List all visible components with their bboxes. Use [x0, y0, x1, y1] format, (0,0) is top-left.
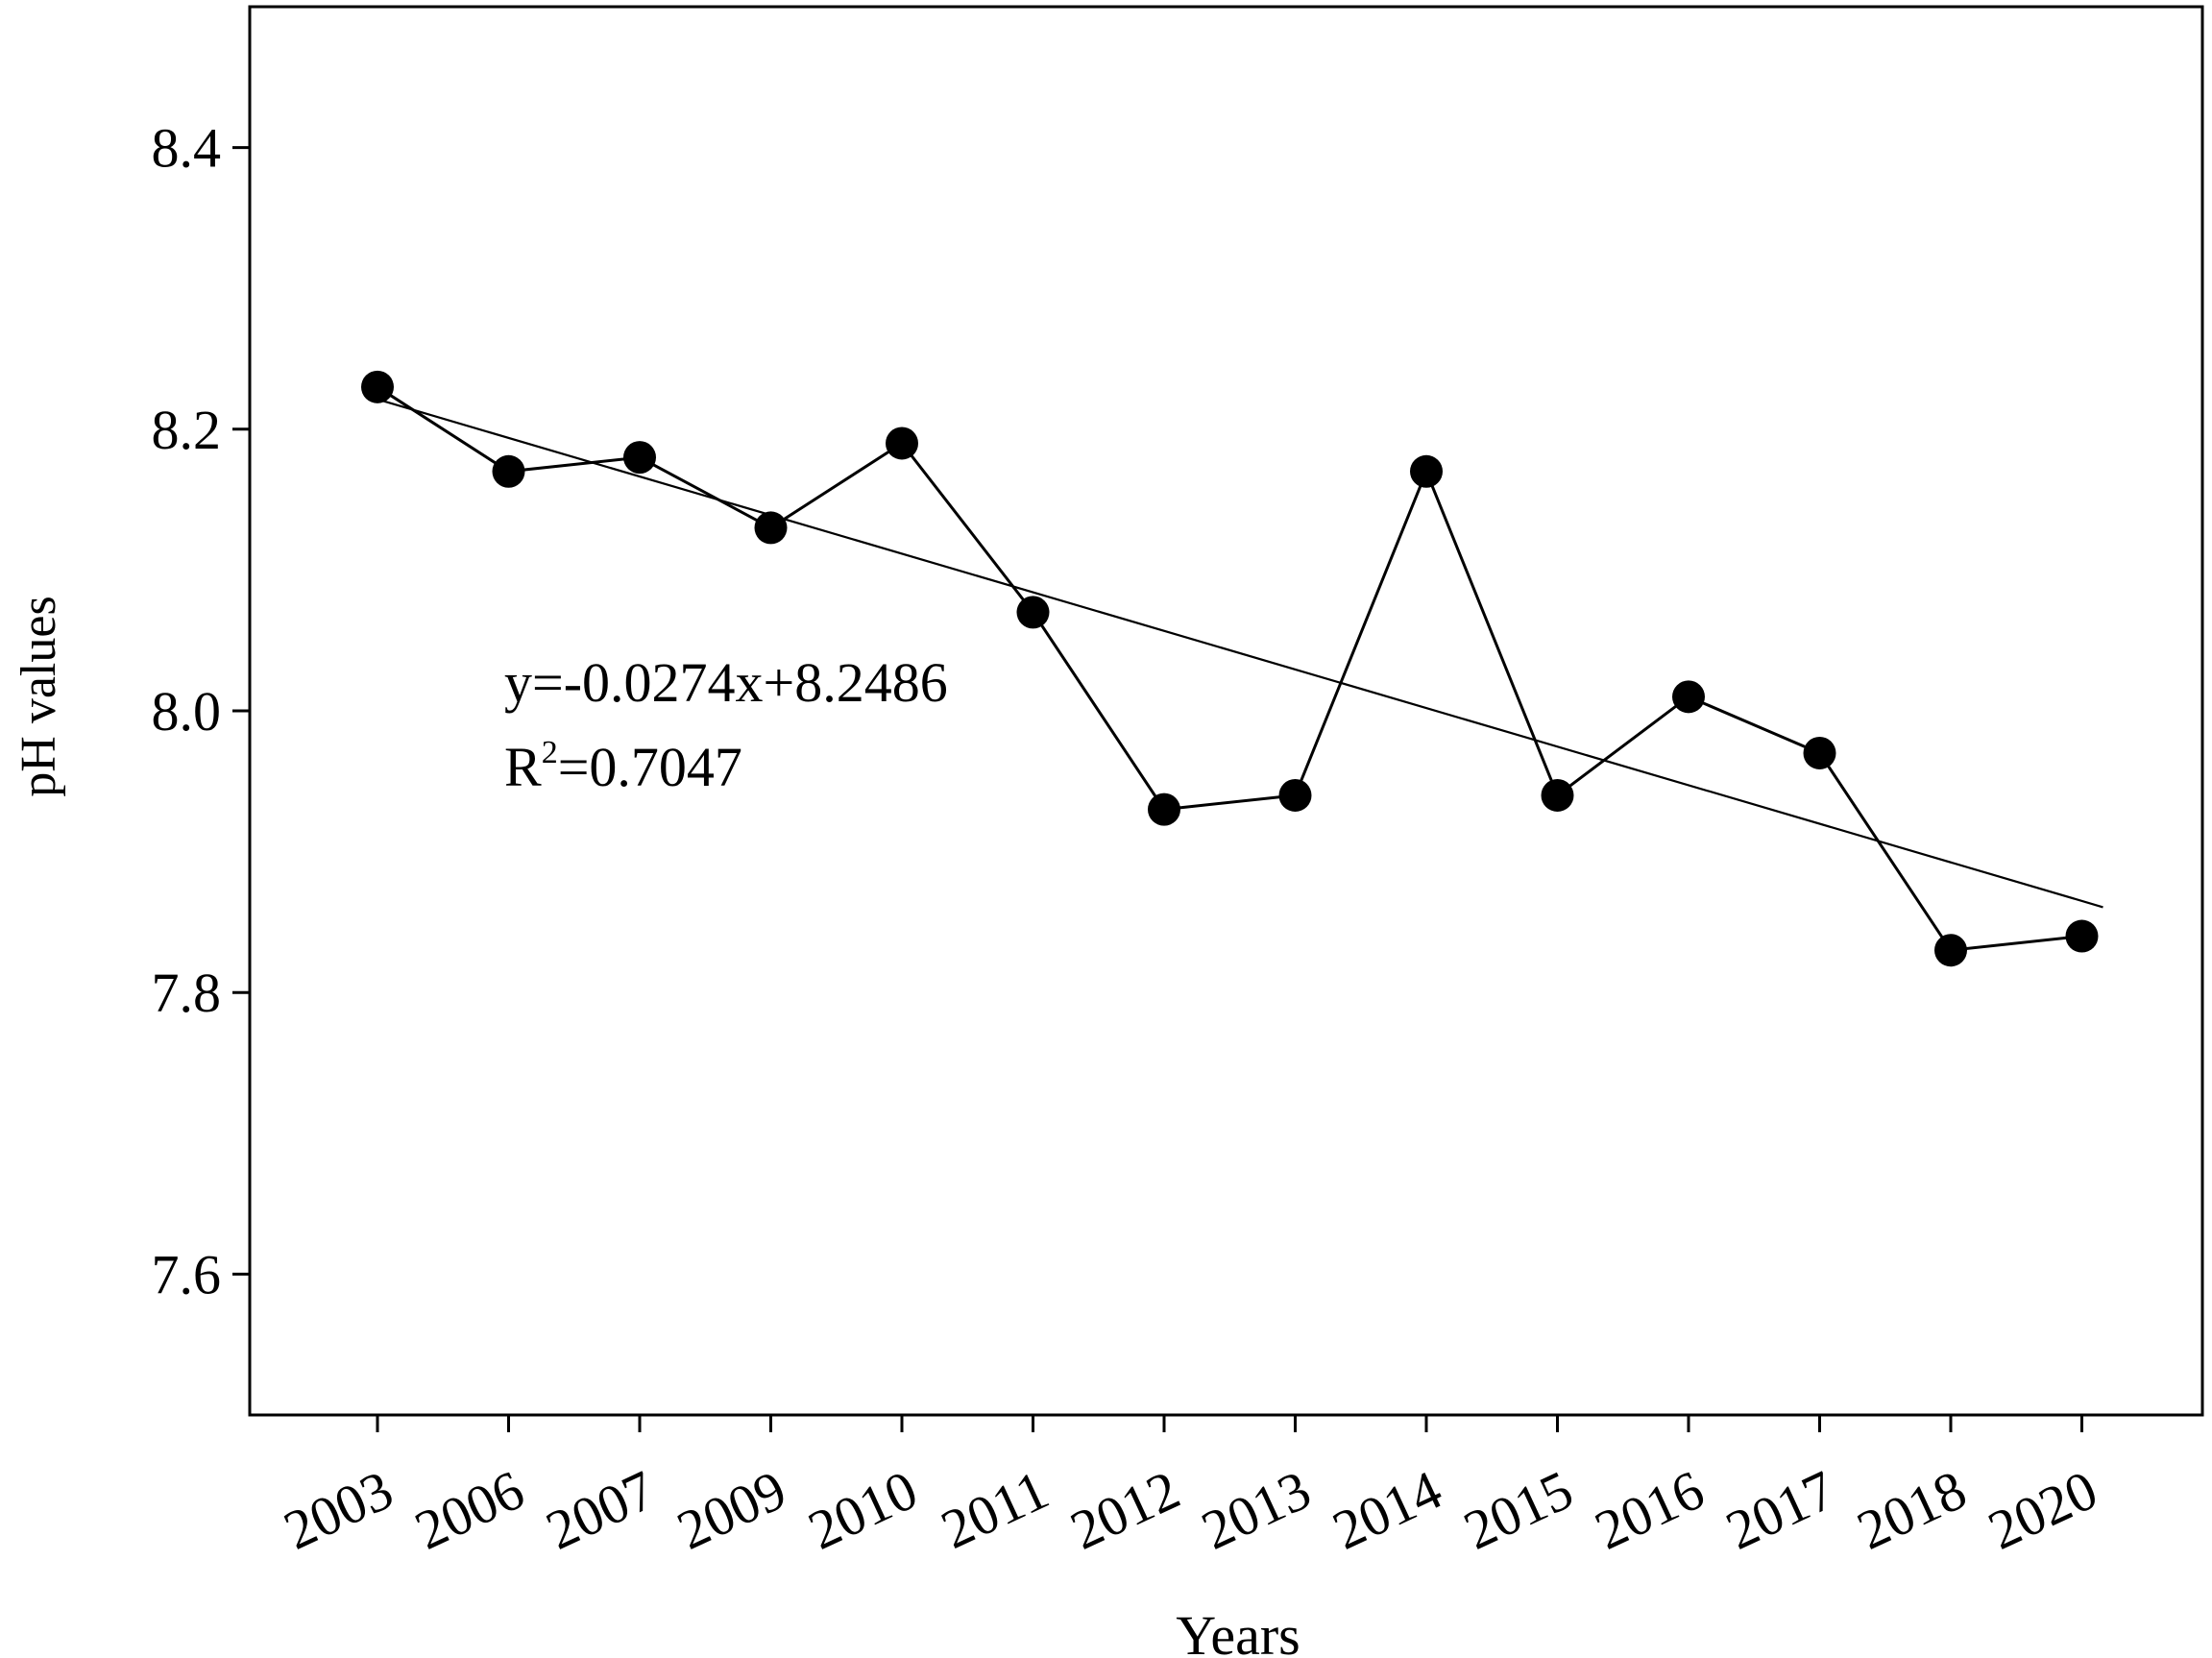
data-point-2018	[1934, 934, 1967, 967]
x-tick-label-4: 2010	[799, 1458, 927, 1562]
r-squared-superscript: 2	[542, 735, 558, 770]
series-line-layer	[377, 385, 2082, 952]
x-axis: 2003 2006 2007 2009 2010 2011 2012 2013 2014 2015…	[275, 1415, 2106, 1562]
data-point-2013	[1278, 778, 1312, 812]
data-point-2016	[1672, 680, 1705, 714]
data-point-2012	[1148, 792, 1180, 826]
x-tick-label-9: 2015	[1454, 1458, 1582, 1562]
x-tick-label-2: 2007	[537, 1458, 665, 1562]
x-tick-label-11: 2017	[1716, 1458, 1844, 1562]
data-point-2015	[1541, 778, 1574, 812]
x-tick-label-6: 2012	[1061, 1458, 1189, 1562]
series-line	[377, 385, 2082, 952]
r-squared-r: R	[504, 736, 542, 798]
x-tick-label-1: 2006	[405, 1458, 533, 1562]
r-squared-label: R2=0.7047	[504, 735, 742, 798]
data-point-2011	[1016, 596, 1050, 629]
data-point-2014	[1410, 454, 1443, 488]
x-axis-label: Years	[1176, 1604, 1300, 1658]
data-point-2009	[754, 511, 788, 545]
x-tick-label-13: 2020	[1979, 1458, 2106, 1562]
x-tick-label-0: 2003	[275, 1458, 402, 1562]
data-point-2007	[623, 441, 656, 475]
data-point-2020	[2065, 919, 2099, 953]
y-tick-label-2: 8.0	[152, 680, 222, 743]
trendline-layer	[377, 398, 2103, 909]
y-tick-label-4: 8.4	[152, 117, 222, 180]
x-tick-label-10: 2016	[1586, 1458, 1714, 1562]
r-squared-value: =0.7047	[558, 736, 742, 798]
trendline	[377, 398, 2103, 909]
data-point-2006	[492, 454, 525, 488]
x-tick-label-12: 2018	[1848, 1458, 1976, 1562]
x-tick-label-7: 2013	[1192, 1458, 1320, 1562]
x-tick-label-8: 2014	[1324, 1458, 1451, 1562]
trendline-equation: y=-0.0274x+8.2486	[504, 651, 948, 714]
y-axis-label: pH values	[12, 596, 66, 796]
data-point-2017	[1803, 736, 1836, 769]
data-points	[361, 370, 2099, 967]
y-tick-label-1: 7.8	[152, 962, 222, 1024]
x-tick-label-3: 2009	[668, 1458, 795, 1562]
x-tick-label-5: 2011	[932, 1458, 1057, 1561]
data-point-2003	[361, 370, 394, 403]
y-tick-label-3: 8.2	[152, 399, 222, 461]
data-point-2010	[886, 427, 918, 460]
y-tick-label-0: 7.6	[152, 1243, 222, 1305]
y-axis: 7.6 7.8 8.0 8.2 8.4	[152, 117, 250, 1305]
